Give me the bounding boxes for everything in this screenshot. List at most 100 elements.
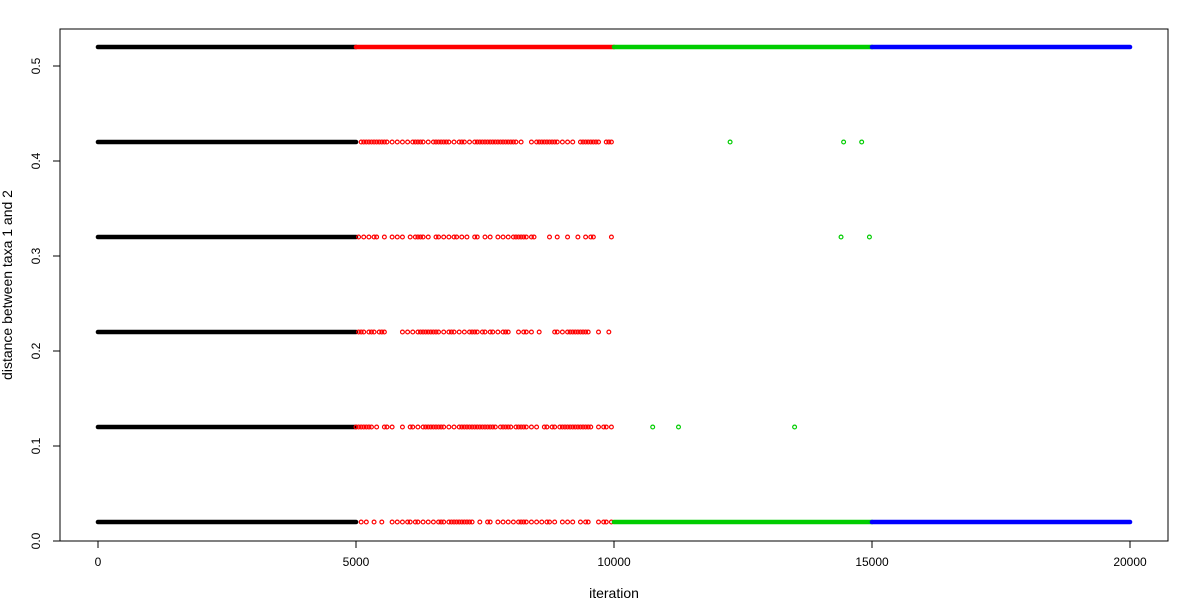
data-point xyxy=(461,424,467,430)
data-point xyxy=(379,139,385,145)
data-point xyxy=(464,519,470,525)
data-point xyxy=(472,329,478,335)
data-point xyxy=(384,424,390,430)
data-point xyxy=(381,329,387,335)
data-point xyxy=(492,139,498,145)
data-point xyxy=(420,234,426,240)
data-point xyxy=(428,424,434,430)
data-point xyxy=(495,329,501,335)
data-point xyxy=(472,139,478,145)
data-point xyxy=(430,329,436,335)
data-point xyxy=(500,139,506,145)
data-point xyxy=(500,234,506,240)
data-point xyxy=(379,329,385,335)
data-point xyxy=(456,424,462,430)
data-point xyxy=(485,424,491,430)
data-point xyxy=(443,139,449,145)
data-point xyxy=(523,424,529,430)
data-point xyxy=(381,424,387,430)
data-point xyxy=(363,424,369,430)
data-point xyxy=(379,519,385,525)
data-point xyxy=(374,139,380,145)
data-point xyxy=(588,424,594,430)
data-point xyxy=(585,519,591,525)
data-point xyxy=(430,519,436,525)
data-point xyxy=(420,139,426,145)
data-point xyxy=(554,329,560,335)
data-point xyxy=(565,139,571,145)
data-point xyxy=(495,519,501,525)
data-point xyxy=(546,234,552,240)
data-point xyxy=(399,424,405,430)
data-point xyxy=(518,139,524,145)
data-point xyxy=(474,424,480,430)
data-point xyxy=(477,139,483,145)
data-point xyxy=(508,424,514,430)
data-point xyxy=(549,139,555,145)
data-point xyxy=(585,329,591,335)
data-point xyxy=(415,519,421,525)
y-axis-title: distance between taxa 1 and 2 xyxy=(0,190,15,380)
data-point xyxy=(559,329,565,335)
data-point xyxy=(596,519,602,525)
data-point xyxy=(425,424,431,430)
data-point xyxy=(361,329,367,335)
data-point xyxy=(394,139,400,145)
data-point xyxy=(575,329,581,335)
data-point xyxy=(461,329,467,335)
data-point xyxy=(539,519,545,525)
data-point xyxy=(593,139,599,145)
data-point xyxy=(577,424,583,430)
data-point xyxy=(570,519,576,525)
data-point xyxy=(528,234,534,240)
data-point xyxy=(485,519,491,525)
data-point xyxy=(503,424,509,430)
data-point xyxy=(441,139,447,145)
data-point xyxy=(441,234,447,240)
data-point xyxy=(523,234,529,240)
data-point xyxy=(361,424,367,430)
data-point xyxy=(516,519,522,525)
data-point xyxy=(366,329,372,335)
data-point xyxy=(467,139,473,145)
data-point xyxy=(487,234,493,240)
data-point xyxy=(490,424,496,430)
data-point xyxy=(430,424,436,430)
data-point xyxy=(580,139,586,145)
data-point xyxy=(482,139,488,145)
data-point xyxy=(477,424,483,430)
data-point xyxy=(433,139,439,145)
data-point xyxy=(487,424,493,430)
data-point xyxy=(469,329,475,335)
data-point xyxy=(544,139,550,145)
data-point xyxy=(446,329,452,335)
data-point xyxy=(430,139,436,145)
data-point xyxy=(456,139,462,145)
data-point xyxy=(441,519,447,525)
x-axis: 0 5000 10000 15000 20000 xyxy=(95,540,1147,569)
data-point xyxy=(528,424,534,430)
data-point xyxy=(405,519,411,525)
data-point xyxy=(590,234,596,240)
y-tick-label: 0.3 xyxy=(29,247,43,264)
data-point xyxy=(601,424,607,430)
data-point xyxy=(490,329,496,335)
x-tick-label: 0 xyxy=(95,555,102,569)
y-tick-label: 0.1 xyxy=(29,437,43,454)
data-point xyxy=(500,519,506,525)
data-point xyxy=(521,234,527,240)
data-point xyxy=(534,139,540,145)
data-point xyxy=(389,139,395,145)
plot-points xyxy=(95,44,1133,525)
data-point xyxy=(459,519,465,525)
data-point xyxy=(459,234,465,240)
data-point xyxy=(727,139,733,145)
data-point xyxy=(405,139,411,145)
data-point xyxy=(518,424,524,430)
data-point xyxy=(425,234,431,240)
x-axis-title: iteration xyxy=(589,585,639,600)
data-point xyxy=(510,519,516,525)
data-point xyxy=(418,329,424,335)
data-point xyxy=(368,329,374,335)
data-point xyxy=(446,139,452,145)
